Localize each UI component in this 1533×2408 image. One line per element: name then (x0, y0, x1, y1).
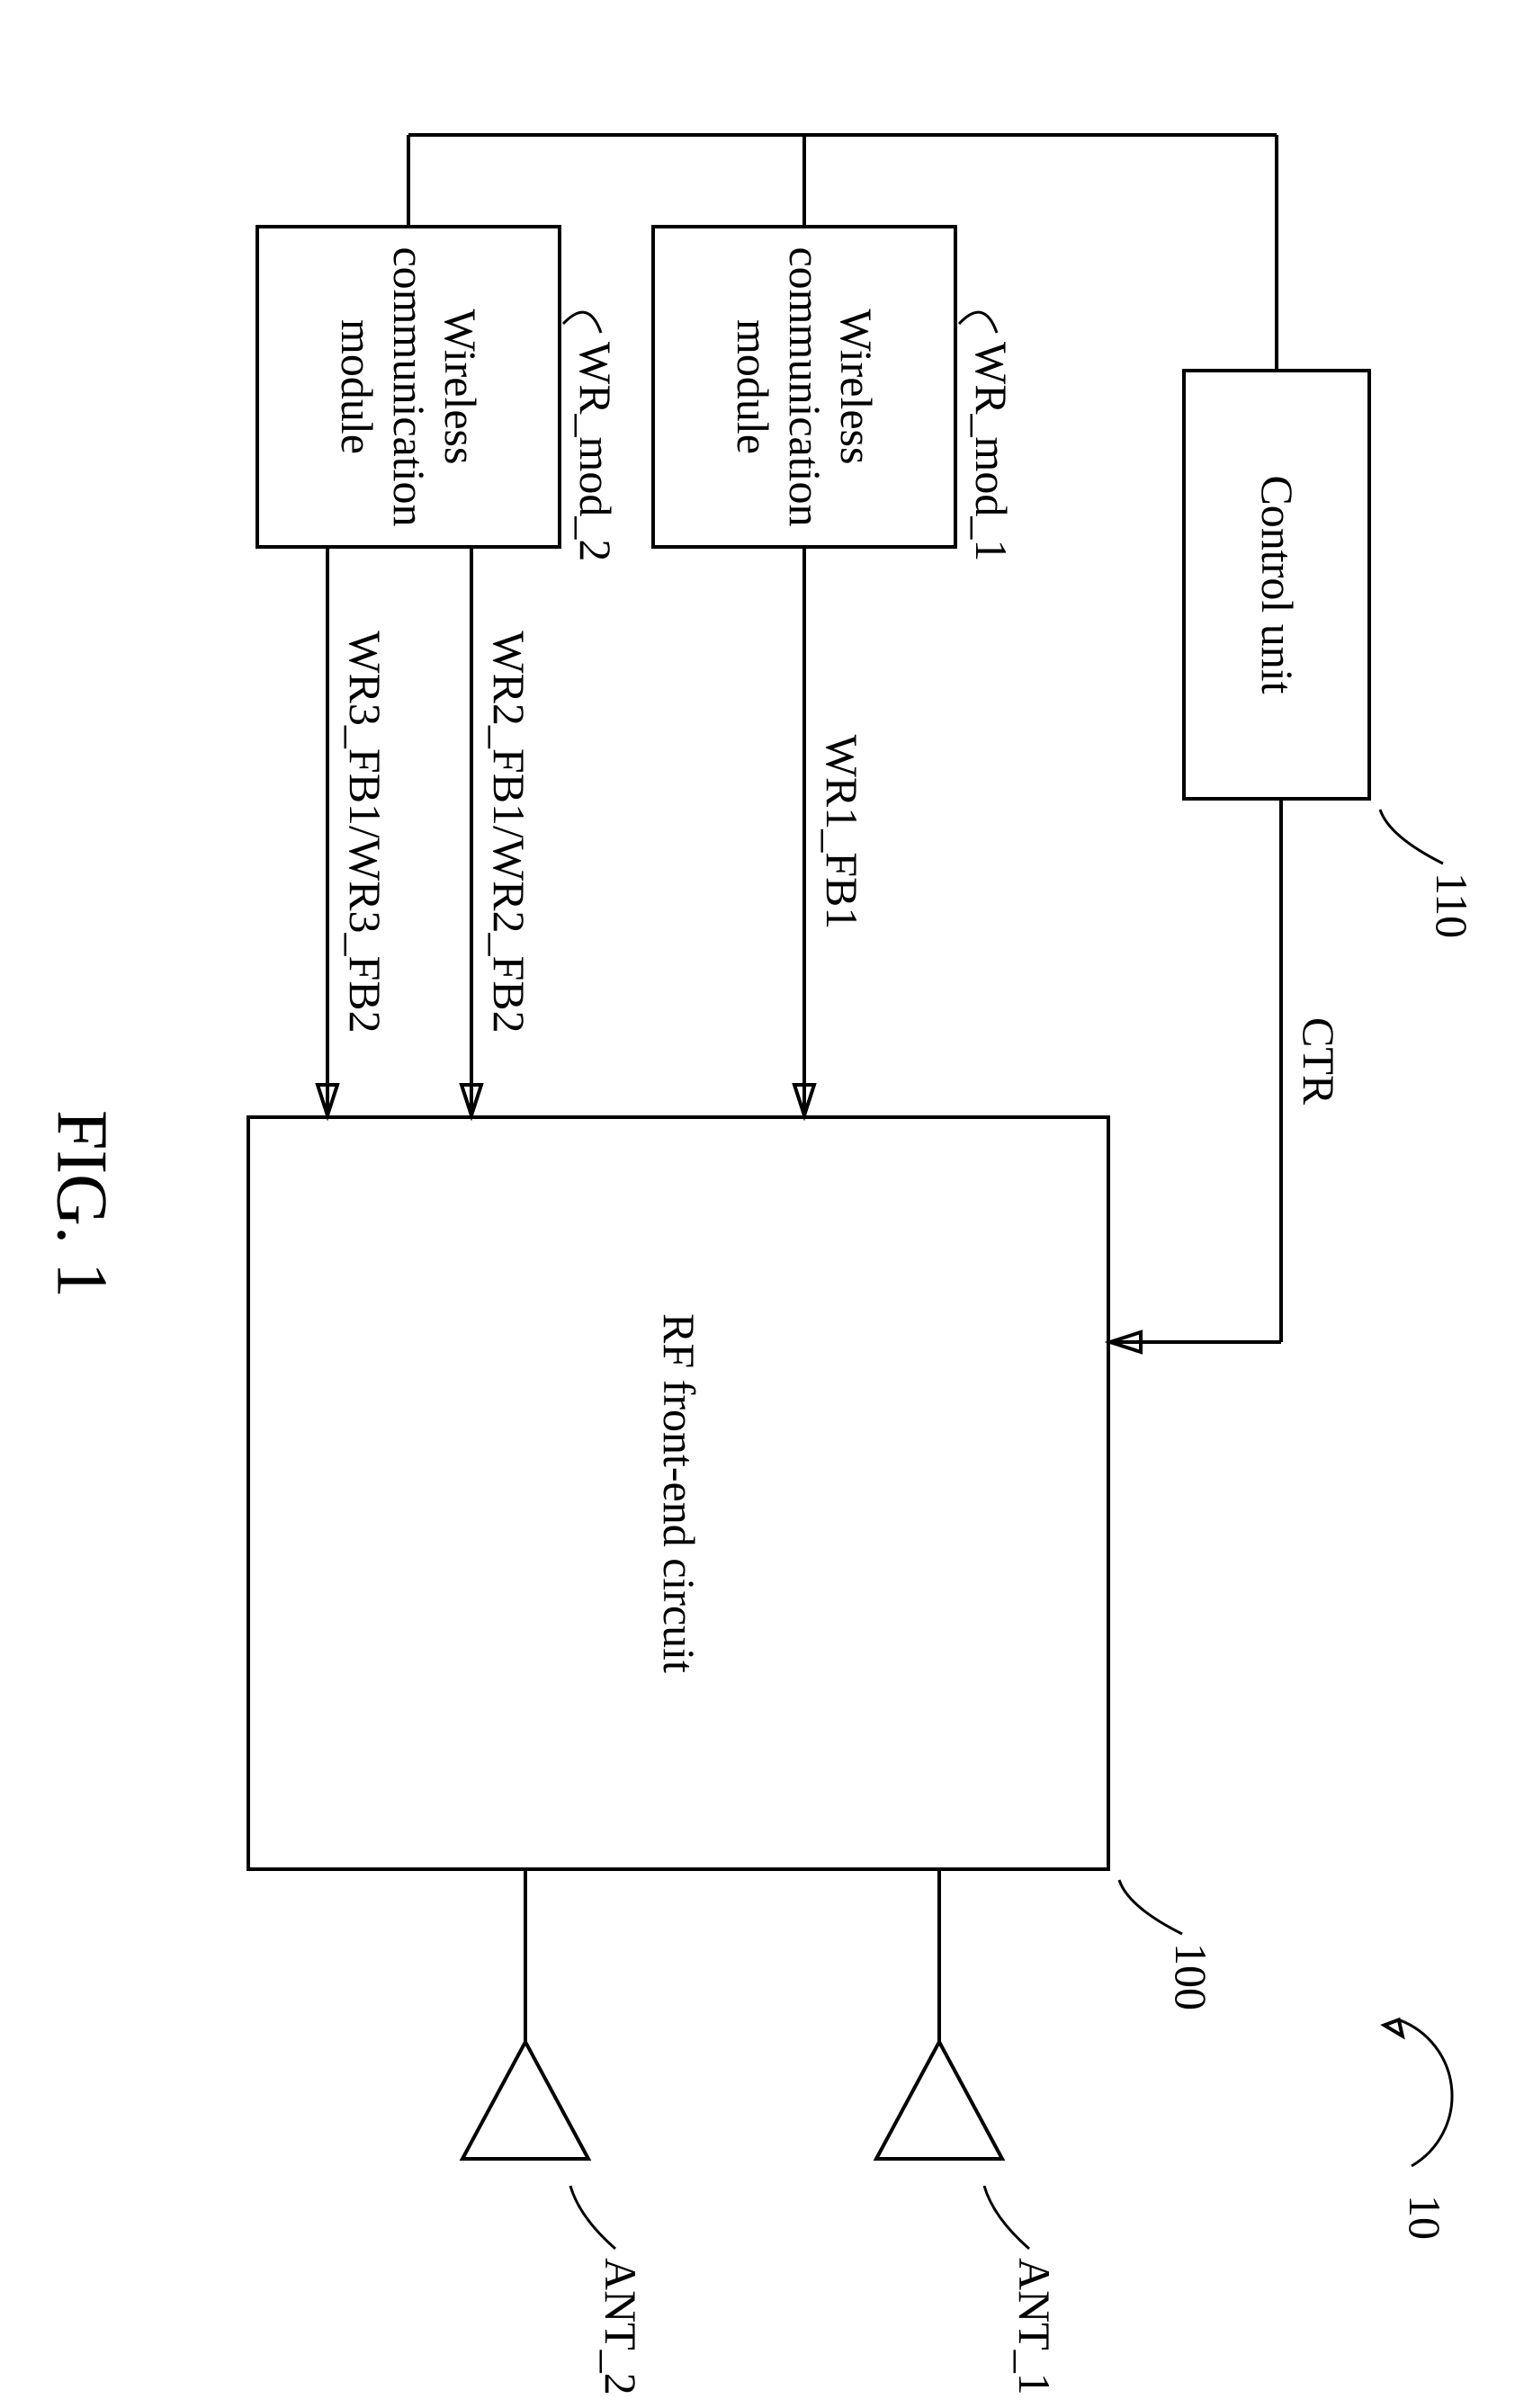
signal-label-wr1fb1: WR1_FB1 (816, 735, 868, 930)
tag-wr-mod-1: WR_mod_1 (965, 342, 1018, 561)
ref-system: 10 (1399, 2195, 1451, 2240)
signal-label-ctr: CTR (1293, 1017, 1345, 1105)
antenna-2-label: ANT_2 (595, 2258, 647, 2395)
tag-wr-mod-2: WR_mod_2 (569, 342, 622, 561)
signal-label-wr2fb: WR2_FB1/WR2_FB2 (483, 631, 535, 1033)
antenna-1-label: ANT_1 (1009, 2258, 1061, 2395)
figure-label: FIG. 1 (40, 1110, 122, 1298)
signal-label-wr3fb: WR3_FB1/WR3_FB2 (339, 631, 391, 1033)
wiring-svg (0, 0, 1533, 2408)
ref-100: 100 (1165, 1943, 1217, 2010)
ref-110: 110 (1426, 873, 1478, 938)
